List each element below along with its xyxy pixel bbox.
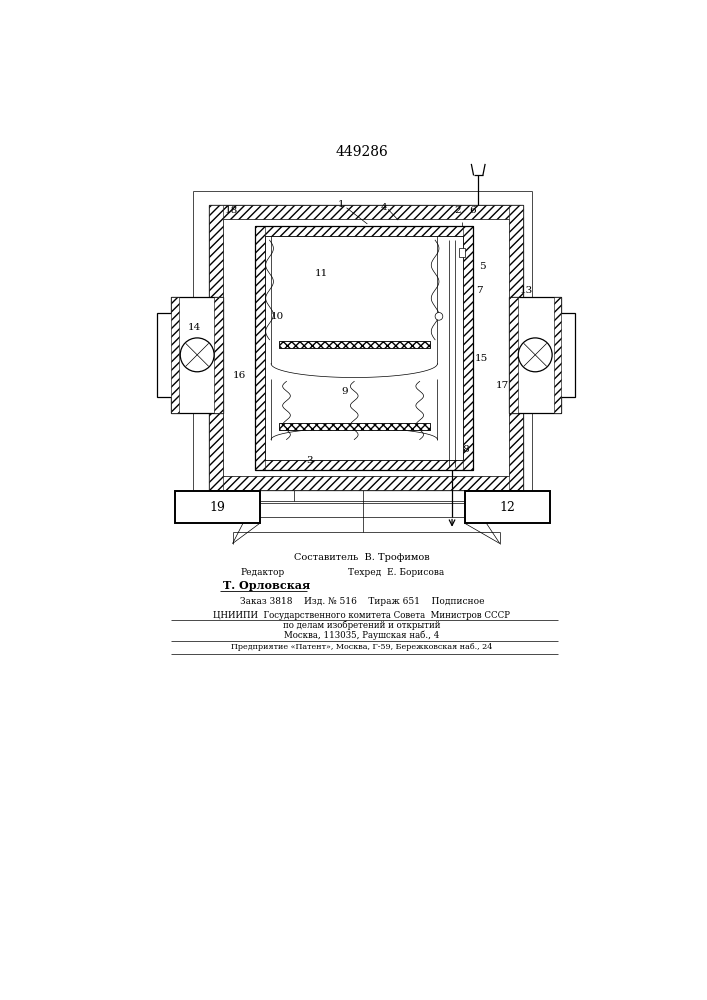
Bar <box>214 297 223 413</box>
Bar <box>465 491 550 523</box>
Bar <box>223 219 509 476</box>
Text: 9: 9 <box>341 387 348 396</box>
Text: 8: 8 <box>462 445 469 454</box>
Text: 13: 13 <box>520 286 532 295</box>
Bar <box>171 297 223 413</box>
Text: 18: 18 <box>224 206 238 215</box>
Bar <box>255 226 473 236</box>
Text: Т. Орловская: Т. Орловская <box>223 580 310 591</box>
Text: 16: 16 <box>233 371 246 380</box>
Text: 11: 11 <box>315 269 328 278</box>
Bar <box>509 205 523 490</box>
Text: 2: 2 <box>454 206 461 215</box>
Text: 10: 10 <box>271 312 284 321</box>
Text: 19: 19 <box>209 501 225 514</box>
Circle shape <box>435 312 443 320</box>
Bar <box>255 460 473 470</box>
Bar <box>209 205 523 219</box>
Text: 6: 6 <box>469 206 475 215</box>
Bar <box>157 312 173 397</box>
Text: по делам изобретений и открытий: по делам изобретений и открытий <box>284 620 440 630</box>
Bar <box>279 341 430 348</box>
Bar <box>459 248 465 257</box>
Text: 5: 5 <box>479 262 486 271</box>
Bar <box>265 236 463 460</box>
Text: 449286: 449286 <box>336 145 388 159</box>
Bar <box>175 491 259 523</box>
Text: Москва, 113035, Раушская наб., 4: Москва, 113035, Раушская наб., 4 <box>284 630 440 640</box>
Bar <box>509 297 518 413</box>
Bar <box>509 297 561 413</box>
Text: 3: 3 <box>306 456 313 465</box>
Bar <box>209 205 523 490</box>
Text: Редактор: Редактор <box>240 568 284 577</box>
Text: 12: 12 <box>500 501 515 514</box>
Bar <box>255 226 473 470</box>
Text: 14: 14 <box>188 323 201 332</box>
Bar <box>463 226 473 470</box>
Text: Техред  Е. Борисова: Техред Е. Борисова <box>348 568 444 577</box>
Text: 17: 17 <box>496 381 510 390</box>
Bar <box>279 423 430 430</box>
Circle shape <box>518 338 552 372</box>
Bar <box>279 423 430 430</box>
Circle shape <box>180 338 214 372</box>
Bar <box>560 312 575 397</box>
Bar <box>209 205 223 490</box>
Bar <box>209 476 523 490</box>
Bar <box>554 297 561 413</box>
Text: 7: 7 <box>476 286 482 295</box>
Text: Заказ 3818    Изд. № 516    Тираж 651    Подписное: Заказ 3818 Изд. № 516 Тираж 651 Подписно… <box>240 597 484 606</box>
Bar <box>265 236 463 460</box>
Text: ЦНИИПИ  Государственного комитета Совета  Министров СССР: ЦНИИПИ Государственного комитета Совета … <box>214 611 510 620</box>
Text: 1: 1 <box>338 200 344 209</box>
Text: Предприятие «Патент», Москва, Г-59, Бережковская наб., 24: Предприятие «Патент», Москва, Г-59, Бере… <box>231 643 493 651</box>
Bar <box>279 341 430 348</box>
Bar <box>171 297 179 413</box>
Bar <box>255 226 265 470</box>
Text: 15: 15 <box>474 354 488 363</box>
Text: Составитель  В. Трофимов: Составитель В. Трофимов <box>294 553 430 562</box>
Text: 4: 4 <box>380 203 387 212</box>
